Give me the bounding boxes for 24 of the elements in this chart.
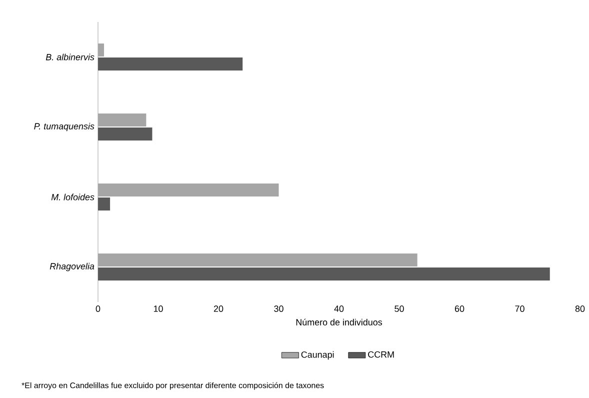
legend-label: Caunapi [301, 351, 334, 360]
y-tick-label: P. tumaquensis [34, 122, 94, 132]
bar [98, 114, 146, 126]
y-tick-label: Rhagovelia [50, 262, 94, 272]
x-tick-label: 70 [515, 306, 524, 312]
x-axis-title: Número de individuos [296, 318, 382, 326]
x-tick-label: 20 [214, 306, 224, 312]
bar [98, 58, 243, 70]
bar [98, 254, 418, 267]
bar [98, 268, 550, 281]
bar [98, 128, 152, 141]
x-tick-label: 80 [575, 306, 585, 312]
y-tick-label: B. albinervis [46, 54, 94, 60]
x-tick-label: 50 [394, 306, 404, 312]
x-tick-label: 40 [334, 306, 344, 312]
bar [98, 44, 104, 56]
x-tick-label: 10 [154, 306, 163, 312]
legend-label: CCRM [368, 351, 394, 358]
y-tick-label: M. lofoides [51, 194, 94, 200]
bar [98, 198, 110, 211]
x-tick-label: 60 [454, 306, 464, 312]
x-tick-label: 30 [274, 306, 284, 312]
bar [98, 184, 279, 197]
x-tick-label: 0 [96, 306, 100, 312]
